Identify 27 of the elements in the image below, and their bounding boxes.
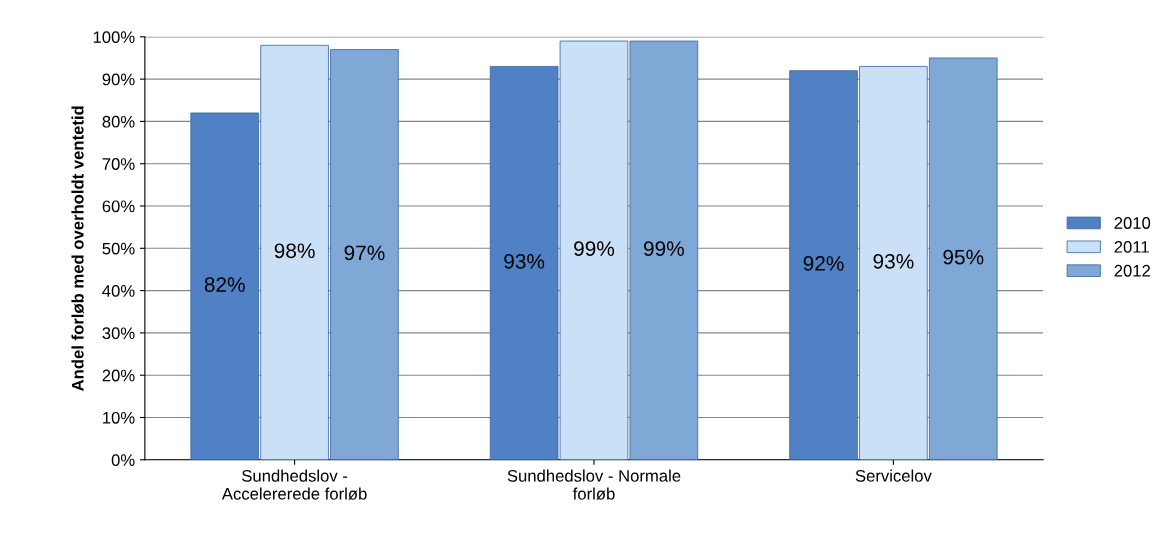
data-label: 93%: [873, 253, 914, 269]
data-label: 99%: [643, 241, 684, 257]
y-axis-title: Andel forløb med overholdt ventetid: [71, 106, 84, 391]
y-tick-label: 50%: [102, 242, 135, 255]
y-tick-label: 70%: [102, 158, 135, 170]
x-tick-label: Sundhedslov - Normale forløb: [507, 469, 681, 500]
x-tick-label: Sundhedslov - Accelererede forløb: [221, 469, 367, 500]
y-tick-label: 90%: [102, 73, 135, 86]
data-label: 93%: [504, 253, 545, 269]
y-tick-label: 10%: [103, 411, 135, 424]
legend-label: 2011: [1114, 240, 1149, 253]
data-label: 97%: [344, 245, 385, 261]
y-tick-label: 40%: [102, 285, 135, 297]
y-tick-label: 20%: [102, 369, 135, 382]
data-label: 92%: [803, 256, 844, 271]
data-label: 82%: [204, 277, 245, 292]
y-tick-label: 100%: [93, 31, 135, 44]
x-tick-label: Servicelov: [855, 469, 932, 482]
y-tick-label: 80%: [102, 115, 135, 128]
y-tick-label: 60%: [102, 200, 135, 213]
data-label: 99%: [574, 241, 615, 257]
y-tick-label: 0%: [111, 454, 135, 466]
legend-label: 2010: [1114, 217, 1151, 229]
y-tick-label: 30%: [102, 327, 135, 340]
data-label: 95%: [943, 249, 984, 265]
legend-label: 2012: [1114, 264, 1150, 277]
data-label: 98%: [274, 243, 315, 259]
